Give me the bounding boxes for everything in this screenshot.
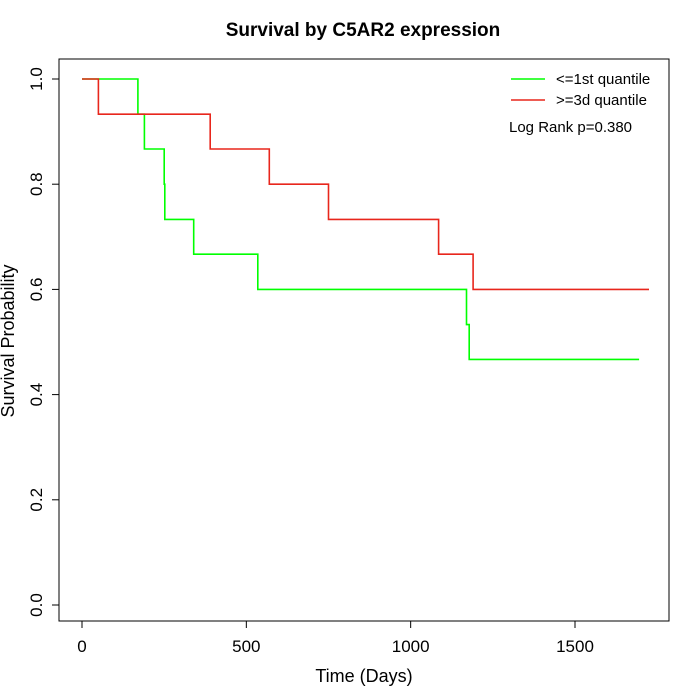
y-tick-label: 1.0 (27, 67, 46, 91)
y-axis-label: Survival Probability (0, 264, 18, 417)
log-rank-annotation: Log Rank p=0.380 (509, 119, 632, 136)
x-tick-label: 500 (232, 637, 260, 656)
plot-frame (58, 58, 670, 622)
x-tick-label: 1500 (556, 637, 594, 656)
x-tick-label: 0 (77, 637, 86, 656)
chart-title: Survival by C5AR2 expression (226, 20, 501, 41)
legend: <=1st quantile >=3d quantile (511, 71, 650, 109)
x-tick-label: 1000 (392, 637, 430, 656)
y-tick-label: 0.6 (27, 278, 46, 302)
x-axis: 0 500 1000 1500 (77, 620, 594, 656)
y-axis: 0.0 0.2 0.4 0.6 0.8 1.0 (27, 67, 60, 617)
x-axis-label: Time (Days) (315, 666, 412, 686)
legend-label-2: >=3d quantile (556, 92, 647, 109)
series-layer (82, 78, 649, 361)
y-tick-label: 0.2 (27, 488, 46, 512)
y-tick-label: 0.4 (27, 383, 46, 407)
y-tick-label: 0.8 (27, 172, 46, 196)
series-line-2 (82, 78, 649, 291)
legend-label-1: <=1st quantile (556, 71, 650, 88)
y-tick-label: 0.0 (27, 593, 46, 617)
